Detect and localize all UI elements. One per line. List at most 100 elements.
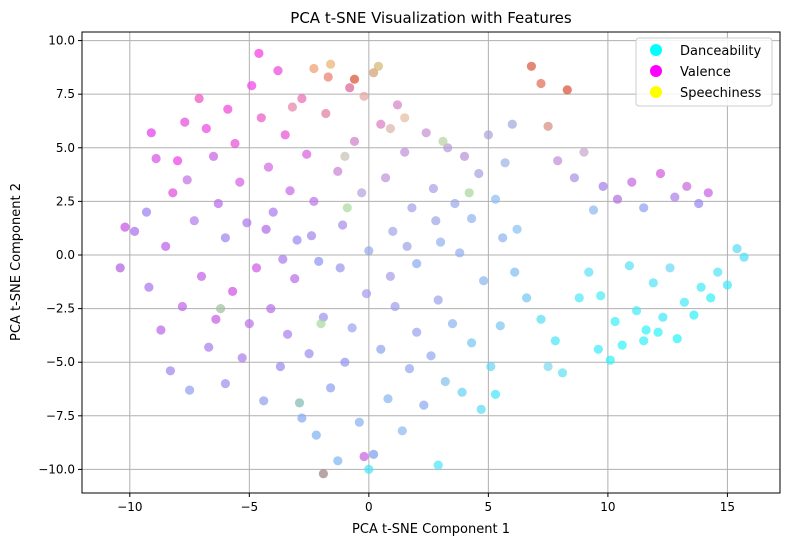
scatter-point — [196, 271, 207, 281]
scatter-point — [450, 198, 460, 209]
scatter-point — [639, 203, 649, 213]
scatter-point — [338, 220, 348, 230]
scatter-point — [247, 81, 257, 91]
scatter-point — [490, 389, 501, 399]
scatter-point — [321, 108, 331, 119]
scatter-point — [228, 286, 238, 296]
scatter-point — [419, 400, 429, 410]
scatter-point — [412, 327, 422, 337]
scatter-point — [294, 398, 305, 408]
scatter-point — [185, 385, 195, 395]
scatter-point — [739, 252, 749, 262]
scatter-point — [211, 314, 221, 324]
x-tick-label: −10 — [117, 500, 142, 514]
scatter-point — [364, 246, 374, 256]
scatter-point — [297, 413, 307, 423]
scatter-point — [522, 293, 532, 303]
scatter-point — [292, 235, 302, 245]
scatter-point — [443, 143, 453, 153]
scatter-point — [390, 301, 400, 312]
y-tick-label: −10.0 — [38, 462, 75, 476]
scatter-point — [182, 175, 192, 185]
scatter-point — [280, 130, 290, 140]
scatter-point — [254, 48, 264, 59]
scatter-points — [115, 48, 749, 479]
scatter-point — [474, 168, 484, 179]
y-tick-label: 5.0 — [56, 141, 75, 155]
scatter-point — [617, 340, 627, 350]
scatter-point — [455, 248, 465, 258]
scatter-point — [397, 426, 407, 436]
y-tick-label: 0.0 — [56, 248, 75, 262]
scatter-point — [584, 267, 594, 277]
x-tick-label: 0 — [365, 500, 373, 514]
y-tick-label: −7.5 — [46, 409, 75, 423]
scatter-point — [120, 222, 130, 232]
scatter-point — [237, 353, 247, 363]
x-axis-label: PCA t-SNE Component 1 — [352, 522, 510, 537]
scatter-point — [426, 351, 436, 361]
scatter-point — [421, 128, 431, 138]
scatter-point — [354, 417, 364, 427]
scatter-point — [385, 123, 395, 134]
scatter-point — [326, 59, 336, 69]
scatter-point — [180, 117, 190, 127]
scatter-point — [156, 325, 166, 335]
legend-label-valence: Valence — [680, 65, 731, 80]
scatter-point — [263, 162, 274, 172]
scatter-point — [476, 404, 486, 414]
scatter-point — [510, 267, 520, 277]
scatter-point — [361, 289, 372, 299]
scatter-point — [598, 181, 608, 191]
scatter-point — [314, 256, 324, 266]
scatter-point — [311, 430, 321, 440]
scatter-point — [428, 183, 438, 194]
scatter-point — [495, 321, 505, 331]
scatter-point — [309, 63, 319, 74]
scatter-point — [536, 314, 546, 324]
legend: Danceability Valence Speechiness — [635, 37, 773, 107]
scatter-point — [177, 301, 187, 312]
x-tick-label: 10 — [600, 500, 615, 514]
scatter-point — [347, 323, 357, 333]
scatter-point — [349, 136, 360, 146]
scatter-point — [593, 344, 603, 354]
scatter-point — [703, 188, 713, 198]
scatter-point — [201, 123, 211, 134]
scatter-point — [543, 121, 553, 131]
scatter-point — [318, 469, 328, 479]
scatter-point — [326, 383, 336, 393]
scatter-point — [706, 293, 716, 303]
y-tick-label: 7.5 — [56, 87, 75, 101]
scatter-point — [304, 349, 314, 359]
scatter-point — [610, 316, 620, 327]
scatter-point — [189, 216, 199, 226]
y-tick-label: 10.0 — [48, 34, 75, 48]
scatter-point — [316, 319, 326, 329]
scatter-point — [658, 312, 668, 322]
scatter-point — [130, 226, 140, 236]
legend-label-speechiness: Speechiness — [680, 86, 762, 101]
scatter-point — [447, 319, 458, 329]
scatter-point — [146, 128, 156, 138]
legend-marker-valence — [650, 65, 662, 77]
scatter-point — [655, 168, 666, 179]
scatter-point — [605, 355, 615, 365]
scatter-point — [220, 233, 230, 243]
legend-marker-danceability — [650, 44, 662, 56]
scatter-point — [161, 241, 171, 251]
scatter-point — [151, 153, 161, 164]
scatter-point — [579, 147, 589, 157]
scatter-point — [464, 188, 474, 198]
scatter-point — [550, 336, 560, 346]
scatter-point — [392, 100, 403, 110]
legend-marker-speechiness — [650, 86, 662, 98]
scatter-point — [400, 113, 410, 123]
scatter-point — [345, 83, 355, 93]
scatter-point — [433, 460, 443, 470]
plot-frame — [81, 31, 781, 494]
scatter-point — [204, 342, 214, 352]
scatter-point — [507, 119, 517, 129]
y-axis-ticks: −10.0 −7.5 −5.0 −2.5 0.0 2.5 5.0 7.5 10.0 — [38, 34, 82, 476]
scatter-point — [483, 130, 493, 140]
